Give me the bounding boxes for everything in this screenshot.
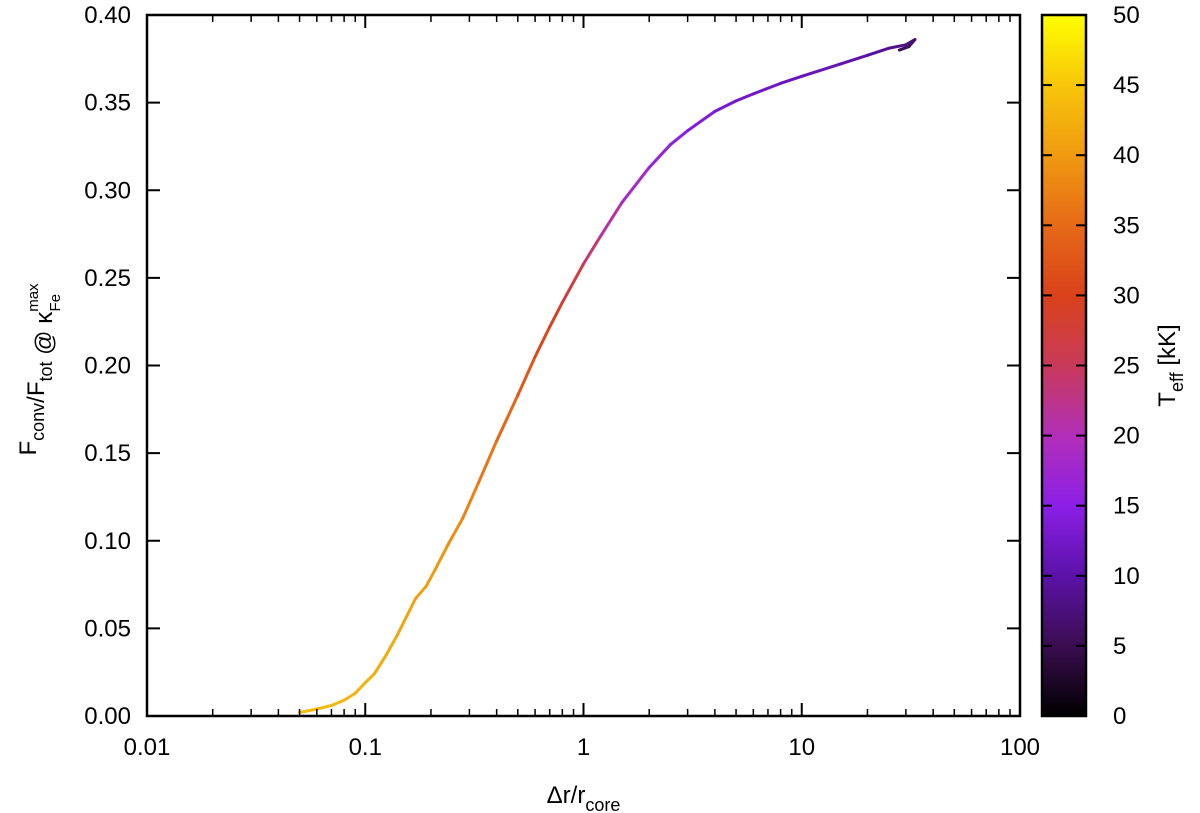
curve-segment (446, 516, 465, 546)
curve-segment (384, 633, 399, 657)
curve-segment (599, 201, 624, 238)
curve-segment (620, 165, 651, 205)
y-axis-label-sub: Fe (47, 294, 64, 312)
colorbar-tick-label: 10 (1113, 563, 1140, 590)
x-tick-label: 10 (788, 734, 815, 761)
y-tick-label: 0.10 (84, 528, 131, 555)
colorbar-label-tail: [kK] (1154, 324, 1181, 372)
y-axis: 0.00 0.05 0.10 0.15 0.20 0.25 0.30 0.35 0.40 (84, 2, 1020, 730)
curve-segment (516, 355, 537, 397)
curve-segment (476, 439, 499, 485)
curve-segment (734, 92, 755, 103)
y-axis-label-part: F (15, 441, 42, 456)
curve-segment (353, 681, 367, 695)
curve-segment (372, 653, 388, 676)
x-axis-label-sub: core (585, 795, 620, 813)
curve-segment (298, 707, 319, 714)
colorbar-tick-label: 20 (1113, 423, 1140, 450)
colorbar-label: Teff [kK] (1154, 324, 1187, 406)
colorbar: 0 5 10 15 20 25 30 35 40 45 50 (1040, 2, 1140, 730)
curve-segment (647, 143, 672, 169)
curve-segment (315, 703, 333, 711)
y-axis-label-part: /F (23, 382, 50, 403)
y-axis-label-part: @ κ (31, 311, 58, 362)
y-tick-label: 0.35 (84, 90, 131, 117)
colorbar-label-main: T (1154, 392, 1181, 407)
y-tick-label: 0.15 (84, 440, 131, 467)
x-tick-label: 0.01 (124, 734, 171, 761)
curve-segment (751, 81, 783, 96)
curve-segment (342, 691, 357, 702)
colorbar-tick-label: 35 (1113, 212, 1140, 239)
y-axis-label-sub: tot (36, 362, 56, 382)
curve-segment (461, 481, 480, 520)
curve-segment (865, 46, 891, 57)
x-tick-label: 1 (577, 734, 590, 761)
curve-segment (907, 38, 917, 49)
x-axis-label: Δr/rcore (547, 782, 621, 813)
curve-segment (414, 584, 428, 601)
curve-segment (779, 74, 804, 85)
y-tick-label: 0.25 (84, 265, 131, 292)
curve-segment (800, 62, 842, 78)
curve-segment (668, 129, 690, 147)
x-axis: 0.01 0.1 1 10 100 (124, 15, 1040, 761)
y-tick-label: 0.40 (84, 2, 131, 29)
y-axis-label-sub: conv (28, 403, 48, 441)
curve-segment (405, 597, 418, 618)
curve-segment (395, 614, 409, 637)
curve-segment (897, 45, 911, 52)
curve-segment (713, 99, 738, 113)
colorbar-tick-label: 0 (1113, 703, 1126, 730)
curve-segment (329, 698, 346, 707)
colorbar-tick-label: 40 (1113, 142, 1140, 169)
colorbar-label-sub: eff (1167, 371, 1187, 392)
y-tick-label: 0.05 (84, 615, 131, 642)
curve-segment (560, 262, 585, 304)
colorbar-tick-label: 15 (1113, 493, 1140, 520)
curve-segment (887, 43, 908, 50)
curve-segment (495, 393, 520, 443)
colorbar-tick-label: 45 (1113, 72, 1140, 99)
curve-segment (838, 53, 869, 66)
x-axis-label-main: Δr/r (547, 782, 586, 809)
data-curve (298, 38, 917, 714)
curve-segment (424, 567, 438, 588)
colorbar-tick-label: 50 (1113, 2, 1140, 29)
plot-frame (145, 13, 1022, 718)
curve-segment (363, 672, 376, 685)
colorbar-tick-label: 5 (1113, 633, 1126, 660)
y-tick-label: 0.30 (84, 177, 131, 204)
curve-segment (533, 325, 552, 359)
curve-segment (582, 234, 603, 266)
x-tick-label: 0.1 (349, 734, 382, 761)
colorbar-tick-label: 25 (1113, 353, 1140, 380)
curve-segment (686, 109, 717, 133)
colorbar-tick-label: 30 (1113, 282, 1140, 309)
y-tick-label: 0.00 (84, 703, 131, 730)
curve-segment (548, 300, 564, 329)
curve-segment (434, 542, 450, 571)
x-tick-label: 100 (1000, 734, 1040, 761)
y-axis-label: Fconv/Ftot @ κmax Fe (15, 283, 64, 456)
y-tick-label: 0.20 (84, 353, 131, 380)
y-axis-label-sup: max (25, 283, 42, 312)
